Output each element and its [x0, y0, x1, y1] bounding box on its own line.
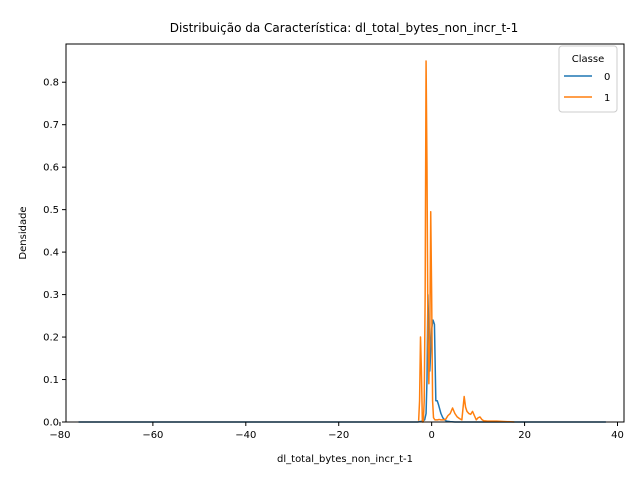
y-tick-label: 0.4	[43, 248, 59, 259]
y-axis: 0.0 0.1 0.2 0.3 0.4 0.5 0.6 0.7 0.8	[43, 78, 66, 429]
x-tick-label: 40	[611, 430, 624, 441]
legend-label-0: 0	[604, 72, 610, 83]
x-axis-label: dl_total_bytes_non_incr_t-1	[277, 454, 413, 465]
y-tick-label: 0.0	[43, 418, 59, 429]
x-tick-label: −60	[142, 430, 163, 441]
x-tick-label: 0	[428, 430, 434, 441]
series-line-0	[78, 293, 606, 423]
chart-title: Distribuição da Característica: dl_total…	[170, 21, 518, 35]
x-tick-label: 20	[518, 430, 531, 441]
y-tick-label: 0.5	[43, 205, 59, 216]
plot-frame	[65, 43, 625, 423]
legend-title: Classe	[572, 54, 604, 65]
y-tick-label: 0.2	[43, 333, 59, 344]
x-axis: −80 −60 −40 −20 0 20 40	[49, 422, 624, 441]
y-tick-label: 0.1	[43, 375, 59, 386]
x-tick-label: −80	[49, 430, 70, 441]
plot-area	[78, 60, 606, 423]
legend-box	[558, 45, 618, 113]
series-line-1	[417, 60, 515, 423]
y-tick-label: 0.6	[43, 163, 59, 174]
y-axis-label: Densidade	[18, 206, 29, 259]
y-tick-label: 0.3	[43, 290, 59, 301]
legend: Classe 0 1	[558, 45, 618, 113]
legend-label-1: 1	[604, 93, 610, 104]
y-tick-label: 0.7	[43, 120, 59, 131]
x-tick-label: −40	[235, 430, 256, 441]
y-tick-label: 0.8	[43, 78, 59, 89]
x-tick-label: −20	[328, 430, 349, 441]
